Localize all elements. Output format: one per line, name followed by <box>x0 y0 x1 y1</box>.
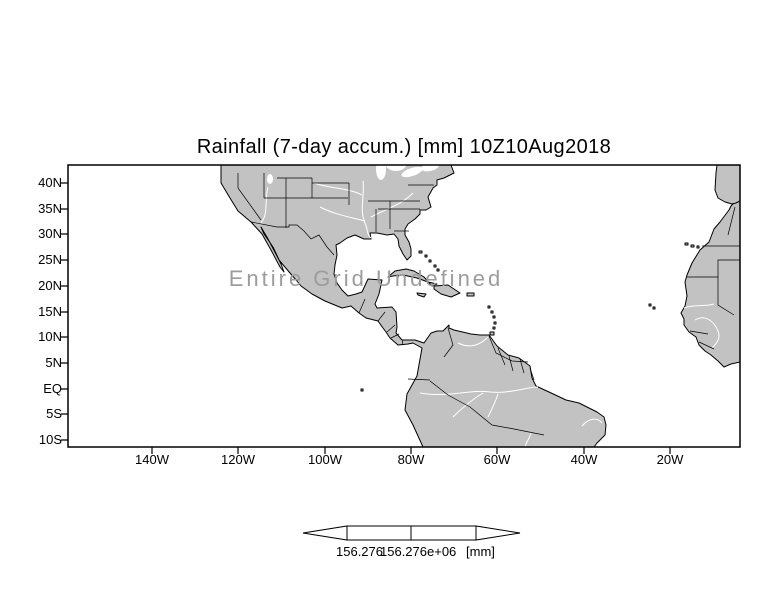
great-lakes <box>267 165 439 184</box>
x-tick-label: 80W <box>397 452 425 467</box>
jamaica-island <box>416 292 427 298</box>
colorbar-max-label: 156.276e+06 <box>380 544 457 559</box>
y-tick-label: 10S <box>38 432 62 447</box>
americas-landmass <box>220 165 607 447</box>
x-tick-label: 100W <box>308 452 342 467</box>
y-tick-label: 20N <box>38 278 62 293</box>
hispaniola-island <box>433 284 461 298</box>
africa-landmass <box>680 198 740 368</box>
map-frame <box>67 164 741 448</box>
y-tick-label: 25N <box>38 252 62 267</box>
colorbar-arrow <box>302 525 521 541</box>
colorbar-min-label: 156.276 <box>336 544 383 559</box>
x-tick-label: 140W <box>135 452 169 467</box>
undefined-grid-message: Entire Grid Undefined <box>228 266 504 291</box>
y-tick-label: 5S <box>46 406 62 421</box>
x-tick-label: 20W <box>656 452 684 467</box>
map-geography <box>220 165 740 447</box>
colorbar-units-label: [mm] <box>466 544 495 559</box>
x-tick-label: 60W <box>483 452 511 467</box>
lesser-antilles-islands <box>487 305 497 336</box>
iberia-landmass <box>714 165 740 205</box>
small-islands <box>360 242 700 392</box>
y-tick-label: 15N <box>38 304 62 319</box>
cuba-island <box>387 268 438 287</box>
y-tick-label: 5N <box>45 355 62 370</box>
y-tick-label: EQ <box>43 381 62 396</box>
y-tick-label: 10N <box>38 329 62 344</box>
y-tick-label: 30N <box>38 226 62 241</box>
x-tick-label: 120W <box>221 452 255 467</box>
y-tick-label: 40N <box>38 175 62 190</box>
plot-title: Rainfall (7-day accum.) [mm] 10Z10Aug201… <box>196 136 612 158</box>
y-tick-label: 35N <box>38 201 62 216</box>
political-borders <box>237 173 740 436</box>
axis-ticks <box>61 182 671 454</box>
rivers <box>260 180 720 447</box>
x-tick-label: 40W <box>570 452 598 467</box>
bahamas-islands <box>418 250 440 272</box>
puerto-rico-island <box>466 292 475 297</box>
